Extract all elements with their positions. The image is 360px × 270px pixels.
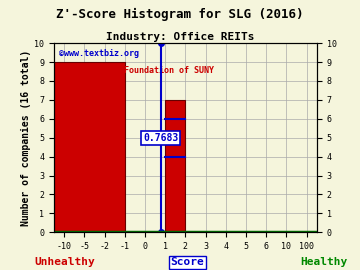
Text: Z'-Score Histogram for SLG (2016): Z'-Score Histogram for SLG (2016) [56, 8, 304, 21]
Text: The Research Foundation of SUNY: The Research Foundation of SUNY [59, 66, 214, 75]
Bar [54, 62, 125, 232]
Text: ©www.textbiz.org: ©www.textbiz.org [59, 49, 139, 58]
Text: Healthy: Healthy [300, 257, 348, 267]
Text: 0.7683: 0.7683 [143, 133, 178, 143]
Text: Industry: Office REITs: Industry: Office REITs [106, 32, 254, 42]
Bar [165, 100, 185, 232]
Y-axis label: Number of companies (16 total): Number of companies (16 total) [22, 50, 32, 226]
Text: Unhealthy: Unhealthy [35, 257, 95, 267]
Text: Score: Score [170, 257, 204, 267]
